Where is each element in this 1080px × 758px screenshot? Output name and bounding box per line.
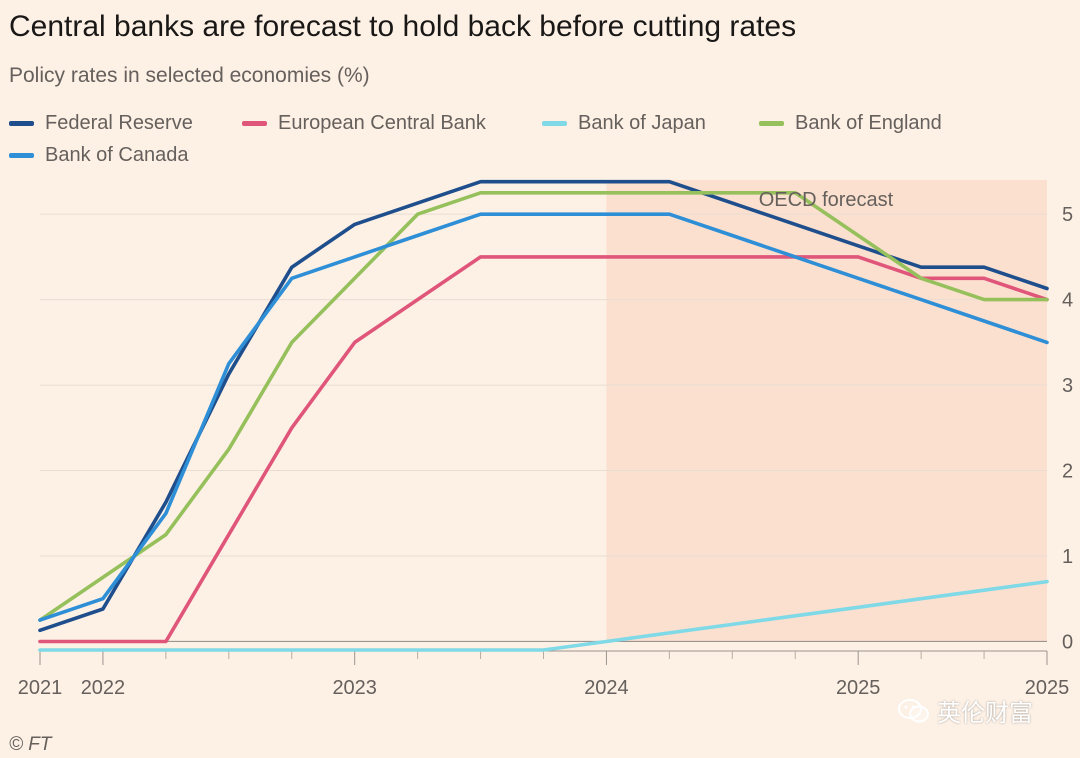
- legend-swatch-federal-reserve: [9, 121, 34, 126]
- legend-item-european-central-bank: European Central Bank: [242, 112, 486, 135]
- legend-item-bank-of-japan: Bank of Japan: [542, 112, 706, 135]
- y-tick-label-5: 5: [1062, 204, 1073, 226]
- legend-item-federal-reserve: Federal Reserve: [9, 112, 193, 135]
- y-tick-label-2: 2: [1062, 461, 1073, 483]
- x-tick-label-5: 2025: [1025, 677, 1070, 699]
- x-tick-label-4: 2025: [836, 677, 881, 699]
- x-tick-label-0: 2021: [18, 677, 63, 699]
- series-line-bank-of-england: [38, 191, 1049, 622]
- legend-swatch-european-central-bank: [242, 121, 267, 126]
- chart-title: Central banks are forecast to hold back …: [9, 10, 797, 43]
- watermark: 英伦财富: [897, 693, 1033, 728]
- y-tick-label-4: 4: [1062, 290, 1073, 312]
- legend-label-bank-of-japan: Bank of Japan: [578, 112, 706, 134]
- legend-label-european-central-bank: European Central Bank: [278, 112, 486, 134]
- y-tick-label-0: 0: [1062, 631, 1073, 653]
- legend-swatch-bank-of-japan: [542, 121, 567, 126]
- wechat-icon: [898, 698, 929, 722]
- x-tick-label-2: 2023: [332, 677, 377, 699]
- y-tick-label-1: 1: [1062, 546, 1073, 568]
- legend-swatch-bank-of-england: [759, 121, 784, 126]
- forecast-region: [606, 180, 1047, 642]
- x-tick-label-3: 2024: [584, 677, 629, 699]
- source-credit: © FT: [9, 734, 52, 755]
- series-line-bank-of-canada: [38, 212, 1049, 622]
- legend-label-bank-of-canada: Bank of Canada: [45, 144, 189, 166]
- chart-subtitle: Policy rates in selected economies (%): [9, 64, 370, 87]
- x-tick-label-1: 2022: [81, 677, 126, 699]
- legend-label-federal-reserve: Federal Reserve: [45, 112, 193, 134]
- y-tick-label-3: 3: [1062, 375, 1073, 397]
- legend-item-bank-of-england: Bank of England: [759, 112, 942, 135]
- watermark-text: 英伦财富: [937, 700, 1033, 727]
- legend-swatch-bank-of-canada: [9, 153, 34, 158]
- legend-label-bank-of-england: Bank of England: [795, 112, 942, 134]
- series-line-european-central-bank: [38, 255, 1049, 644]
- series-line-bank-of-japan: [38, 579, 1049, 652]
- legend-item-bank-of-canada: Bank of Canada: [9, 144, 188, 167]
- forecast-label: OECD forecast: [759, 189, 894, 211]
